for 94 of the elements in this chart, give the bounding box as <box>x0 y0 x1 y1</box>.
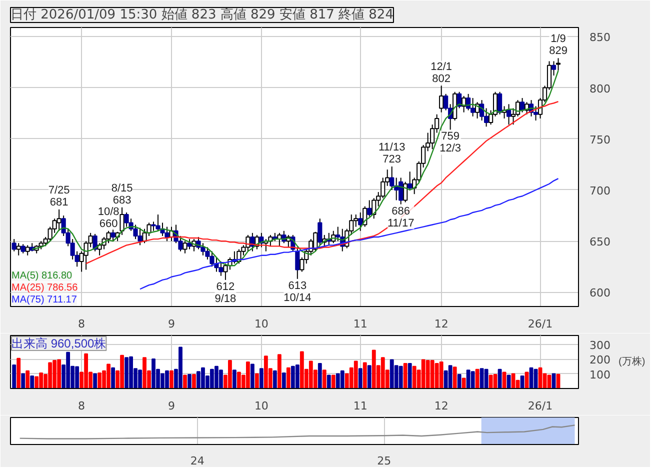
x-tick-label: 9 <box>168 400 175 412</box>
bar <box>188 374 192 388</box>
annotation: 7/25 681 <box>48 184 70 208</box>
bar <box>259 368 264 388</box>
bar <box>367 365 372 388</box>
text: MA(25) 786.56 <box>12 282 78 294</box>
annotation: 612 9/18 <box>214 280 236 305</box>
line-series <box>139 178 559 290</box>
x-tick-label: 10 <box>254 318 268 330</box>
bar <box>183 374 187 388</box>
annotation: 1/9 829 <box>549 33 568 58</box>
x-tick-label: 10 <box>254 400 268 412</box>
chart-title: 出来高 960,500株 <box>12 336 106 350</box>
y-tick-label: 200 <box>590 354 610 367</box>
bar <box>98 372 102 388</box>
bar <box>30 375 34 388</box>
bar <box>498 368 502 388</box>
bar <box>452 366 457 388</box>
bar <box>493 374 498 388</box>
bar <box>254 373 259 388</box>
annotation: 759 12/3 <box>440 130 462 155</box>
x-tick-label: 8 <box>78 318 86 330</box>
candlestick <box>16 242 21 256</box>
bar <box>295 364 300 388</box>
y-tick-label: 800 <box>590 82 610 96</box>
y-tick-label: 600 <box>590 286 610 300</box>
x-tick-label: 12 <box>434 400 448 412</box>
bar <box>111 367 115 388</box>
y-tick-label: 300 <box>590 338 610 352</box>
bar <box>272 370 277 388</box>
bar <box>448 365 452 388</box>
annotation: 12/1 802 <box>430 60 452 85</box>
bar <box>408 362 412 388</box>
x-tick-label: 11 <box>353 318 368 330</box>
bar <box>484 368 488 388</box>
bar <box>439 362 444 388</box>
bar <box>246 362 250 388</box>
x-tick-label: 24 <box>190 454 204 468</box>
x-tick-label: 25 <box>377 454 392 468</box>
bar <box>398 366 403 388</box>
y-tick-label: 850 <box>590 31 610 44</box>
y-tick-label: 700 <box>590 184 610 198</box>
y-tick-label: 750 <box>590 133 610 146</box>
text: MA(75) 711.17 <box>12 294 78 306</box>
bar <box>170 370 174 388</box>
bar <box>331 374 336 388</box>
bar <box>475 368 480 388</box>
bar <box>93 373 98 388</box>
bar <box>362 362 367 388</box>
candlestick <box>403 181 408 203</box>
bar <box>457 374 462 388</box>
annotation: 686 11/17 <box>388 205 414 230</box>
bar <box>502 372 506 388</box>
bar <box>12 364 16 388</box>
chart-title: 日付 2026/01/09 15:30 始値 823 高値 829 安値 817 終値 824 <box>10 6 394 22</box>
x-tick-label: 26/1 <box>528 400 553 412</box>
bar <box>506 374 511 388</box>
bar <box>21 373 26 388</box>
bar <box>322 370 326 388</box>
x-tick-label: 8 <box>78 400 86 412</box>
candlestick <box>25 244 30 256</box>
candlestick <box>295 246 300 280</box>
bar <box>462 378 466 388</box>
x-tick-label: 26/1 <box>528 318 553 330</box>
bar <box>282 372 286 388</box>
bar <box>470 371 475 388</box>
bar <box>340 370 344 388</box>
annotation: 613 10/14 <box>284 280 312 304</box>
y-tick-label: 650 <box>590 236 610 249</box>
bar <box>232 370 236 388</box>
annotation: 10/8 660 <box>98 206 120 230</box>
candlestick <box>182 240 188 254</box>
bar <box>250 364 254 388</box>
x-tick-label: 9 <box>168 318 175 330</box>
bar <box>326 374 331 388</box>
annotation: 11/13 723 <box>378 141 406 166</box>
bar <box>511 373 516 388</box>
x-tick-label: 11 <box>353 400 368 412</box>
x-tick-label: 12 <box>434 318 448 330</box>
annotation: 8/15 683 <box>111 182 133 206</box>
bar <box>26 370 30 388</box>
bar <box>16 358 21 388</box>
bar <box>286 367 290 388</box>
text: MA(5) 816.80 <box>12 270 73 282</box>
bar <box>318 362 322 388</box>
y-tick-label: 100 <box>590 368 610 382</box>
candlestick <box>506 104 512 126</box>
bar <box>354 360 358 388</box>
bar <box>34 376 39 388</box>
bar <box>192 374 196 388</box>
bar <box>358 368 362 388</box>
bar <box>403 362 408 388</box>
bar <box>277 354 282 388</box>
y-axis-title: (万株) <box>618 356 646 368</box>
